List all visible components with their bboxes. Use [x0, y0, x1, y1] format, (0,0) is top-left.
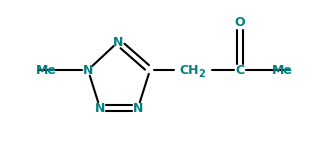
- Text: Me: Me: [36, 63, 57, 76]
- Text: O: O: [235, 15, 245, 28]
- Text: Me: Me: [272, 63, 292, 76]
- Text: N: N: [113, 35, 123, 49]
- Text: C: C: [235, 63, 245, 76]
- Text: N: N: [95, 101, 105, 114]
- Text: 2: 2: [199, 69, 205, 79]
- Text: N: N: [133, 101, 143, 114]
- Text: N: N: [83, 63, 93, 76]
- Text: CH: CH: [179, 63, 199, 76]
